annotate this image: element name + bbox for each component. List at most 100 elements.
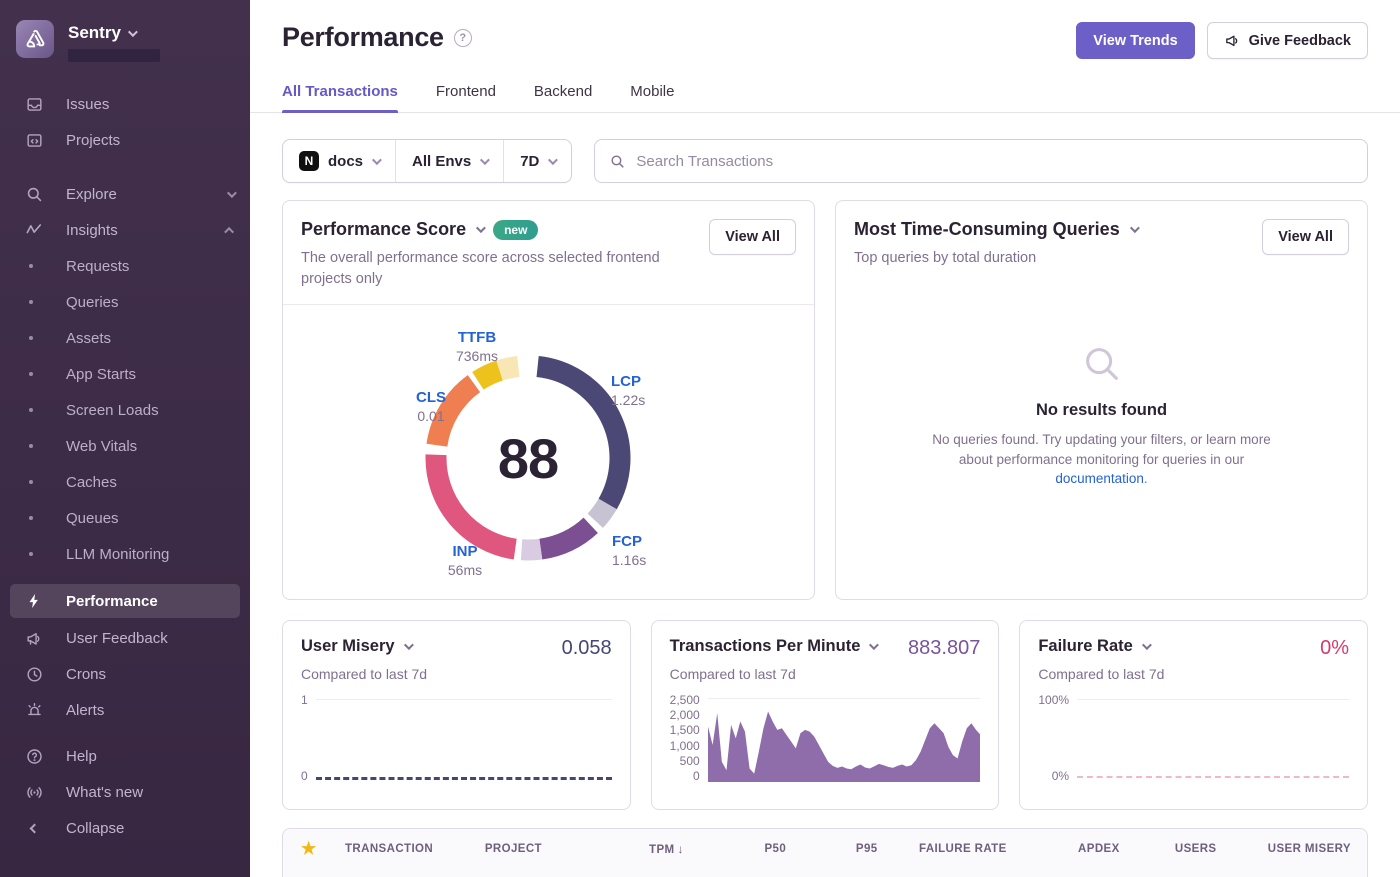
give-feedback-button[interactable]: Give Feedback <box>1206 22 1368 59</box>
sidebar-item-alerts[interactable]: Alerts <box>0 692 250 728</box>
sidebar-item-web-vitals[interactable]: Web Vitals <box>0 428 250 464</box>
sidebar-item-label: Issues <box>66 95 110 113</box>
column-transaction[interactable]: TRANSACTION <box>345 843 434 855</box>
user-misery-card: User Misery 0.058 Compared to last 7d 1 … <box>282 620 631 810</box>
megaphone-icon <box>1224 32 1241 49</box>
gridline <box>707 698 981 699</box>
sidebar-item-assets[interactable]: Assets <box>0 320 250 356</box>
user-misery-subtitle: Compared to last 7d <box>301 666 428 682</box>
queries-card-title: Most Time-Consuming Queries <box>854 219 1120 239</box>
failure-rate-subtitle: Compared to last 7d <box>1038 666 1165 682</box>
transaction-search[interactable] <box>594 139 1368 183</box>
sidebar-item-help[interactable]: Help <box>0 738 250 774</box>
sidebar-item-queues[interactable]: Queues <box>0 500 250 536</box>
view-trends-button[interactable]: View Trends <box>1076 22 1195 59</box>
chevron-down-icon[interactable] <box>1129 223 1140 234</box>
date-range-filter[interactable]: 7D <box>503 140 571 182</box>
column-project[interactable]: PROJECT <box>484 843 542 855</box>
sidebar-item-whats-new[interactable]: What's new <box>0 774 250 810</box>
column-user-misery[interactable]: USER MISERY <box>1267 843 1351 855</box>
org-name: Sentry <box>68 23 121 42</box>
sidebar-item-llm-monitoring[interactable]: LLM Monitoring <box>0 536 250 572</box>
chevron-down-icon[interactable] <box>476 223 486 234</box>
vital-inp: INP 56ms <box>433 543 497 579</box>
sidebar-item-queries[interactable]: Queries <box>0 284 250 320</box>
tpm-title: Transactions Per Minute <box>669 637 861 655</box>
tab-bar: All Transactions Frontend Backend Mobile <box>250 83 1400 113</box>
chevron-down-icon[interactable] <box>403 640 414 651</box>
bullet-icon <box>29 372 33 376</box>
bullet-icon <box>29 444 33 448</box>
sidebar-item-user-feedback[interactable]: User Feedback <box>0 620 250 656</box>
performance-score-chart: 88 TTFB 736ms LCP 1.22s CLS 0.01 INP <box>283 305 814 597</box>
performance-score-card: Performance Score new The overall perfor… <box>282 200 815 600</box>
sidebar-item-requests[interactable]: Requests <box>0 248 250 284</box>
sidebar-nav: Issues Projects Explore <box>0 86 250 846</box>
documentation-link[interactable]: documentation <box>1055 471 1144 487</box>
sidebar-item-explore[interactable]: Explore <box>0 176 250 212</box>
table-header-row: ★ TRANSACTION PROJECT TPM ↓ P50 P95 FAILU… <box>283 829 1367 869</box>
vital-fcp: FCP 1.16s <box>612 533 646 569</box>
tpm-subtitle: Compared to last 7d <box>669 666 796 682</box>
environment-filter[interactable]: All Envs <box>395 140 503 182</box>
column-tpm[interactable]: TPM ↓ <box>598 842 684 856</box>
search-icon <box>1079 341 1125 387</box>
user-misery-chart <box>315 694 612 782</box>
chevron-down-icon <box>480 154 491 165</box>
tpm-chart <box>707 694 981 782</box>
column-apdex[interactable]: APDEX <box>1078 843 1120 855</box>
sidebar-item-issues[interactable]: Issues <box>0 86 250 122</box>
y-tick: 0 <box>301 769 308 783</box>
sidebar-item-crons[interactable]: Crons <box>0 656 250 692</box>
tab-mobile[interactable]: Mobile <box>630 83 675 100</box>
sidebar-item-projects[interactable]: Projects <box>0 122 250 158</box>
tab-frontend[interactable]: Frontend <box>435 83 496 100</box>
queries-view-all-button[interactable]: View All <box>1262 219 1349 255</box>
vital-lcp: LCP 1.22s <box>611 373 645 409</box>
give-feedback-label: Give Feedback <box>1248 32 1351 49</box>
failure-rate-card: Failure Rate 0% Compared to last 7d 100%… <box>1019 620 1369 810</box>
empty-state-text: No queries found. Try updating your filt… <box>927 430 1277 489</box>
sidebar-item-screen-loads[interactable]: Screen Loads <box>0 392 250 428</box>
bullet-icon <box>29 552 33 556</box>
org-switcher[interactable]: Sentry <box>0 14 250 72</box>
sidebar-item-insights[interactable]: Insights <box>0 212 250 248</box>
tpm-area-series <box>707 711 981 782</box>
sidebar-collapse-button[interactable]: Collapse <box>0 810 250 846</box>
chevron-down-icon[interactable] <box>869 640 880 651</box>
sort-desc-icon: ↓ <box>677 842 684 856</box>
chevron-down-icon <box>371 154 382 165</box>
sidebar-item-label: What's new <box>66 783 144 801</box>
sidebar-item-label: Requests <box>66 257 130 275</box>
y-tick: 1,000 <box>669 738 700 753</box>
queries-card-subtitle: Top queries by total duration <box>854 250 1037 266</box>
sidebar-item-performance[interactable]: Performance <box>10 584 240 618</box>
environment-filter-label: All Envs <box>412 152 472 170</box>
failure-rate-title: Failure Rate <box>1038 637 1133 655</box>
sidebar-item-label: Projects <box>66 131 121 149</box>
y-tick: 0 <box>693 768 700 783</box>
search-input[interactable] <box>636 152 1353 170</box>
vital-ttfb: TTFB 736ms <box>456 329 498 365</box>
sidebar-item-label: Performance <box>66 592 158 610</box>
tpm-value: 883.807 <box>908 637 981 659</box>
sidebar-item-app-starts[interactable]: App Starts <box>0 356 250 392</box>
sidebar-item-label: Queues <box>66 509 119 527</box>
user-misery-value: 0.058 <box>561 637 612 659</box>
tab-backend[interactable]: Backend <box>533 83 593 100</box>
column-p95[interactable]: P95 <box>855 843 878 855</box>
column-users[interactable]: USERS <box>1174 843 1217 855</box>
bullet-icon <box>29 480 33 484</box>
star-column-icon[interactable]: ★ <box>301 839 317 858</box>
help-tooltip-icon[interactable]: ? <box>453 28 472 47</box>
performance-score-view-all-button[interactable]: View All <box>709 219 796 255</box>
view-trends-label: View Trends <box>1093 32 1178 49</box>
column-label: TPM <box>649 844 675 856</box>
column-p50[interactable]: P50 <box>764 843 787 855</box>
transactions-table: ★ TRANSACTION PROJECT TPM ↓ P50 P95 FAILU… <box>282 828 1368 877</box>
column-failure-rate[interactable]: FAILURE RATE <box>919 843 1007 855</box>
project-filter[interactable]: N docs <box>283 140 395 182</box>
chevron-down-icon[interactable] <box>1141 640 1152 651</box>
sidebar-item-caches[interactable]: Caches <box>0 464 250 500</box>
tab-all-transactions[interactable]: All Transactions <box>282 83 398 113</box>
